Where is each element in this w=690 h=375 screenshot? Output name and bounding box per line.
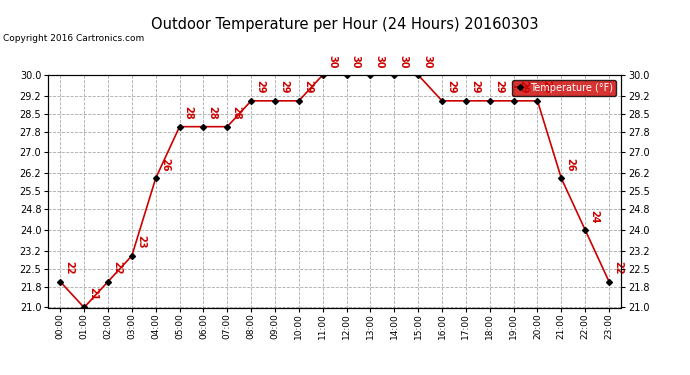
Text: 29: 29 [470,80,480,94]
Legend: Temperature (°F): Temperature (°F) [512,80,616,96]
Text: 29: 29 [303,80,313,94]
Text: 28: 28 [208,106,217,120]
Text: 30: 30 [351,54,361,68]
Text: 26: 26 [160,158,170,171]
Text: 30: 30 [327,54,337,68]
Text: 29: 29 [494,80,504,94]
Text: 21: 21 [88,287,98,300]
Text: 30: 30 [398,54,408,68]
Text: 22: 22 [613,261,623,275]
Text: Outdoor Temperature per Hour (24 Hours) 20160303: Outdoor Temperature per Hour (24 Hours) … [151,17,539,32]
Text: 28: 28 [231,106,241,120]
Text: 29: 29 [446,80,456,94]
Text: 24: 24 [589,210,600,223]
Text: 29: 29 [542,80,551,94]
Text: 26: 26 [566,158,575,171]
Text: 29: 29 [279,80,289,94]
Text: 22: 22 [112,261,122,275]
Text: 29: 29 [255,80,265,94]
Text: Copyright 2016 Cartronics.com: Copyright 2016 Cartronics.com [3,34,145,43]
Text: 29: 29 [518,80,528,94]
Text: 23: 23 [136,236,146,249]
Text: 22: 22 [64,261,75,275]
Text: 30: 30 [375,54,384,68]
Text: 30: 30 [422,54,433,68]
Text: 28: 28 [184,106,194,120]
